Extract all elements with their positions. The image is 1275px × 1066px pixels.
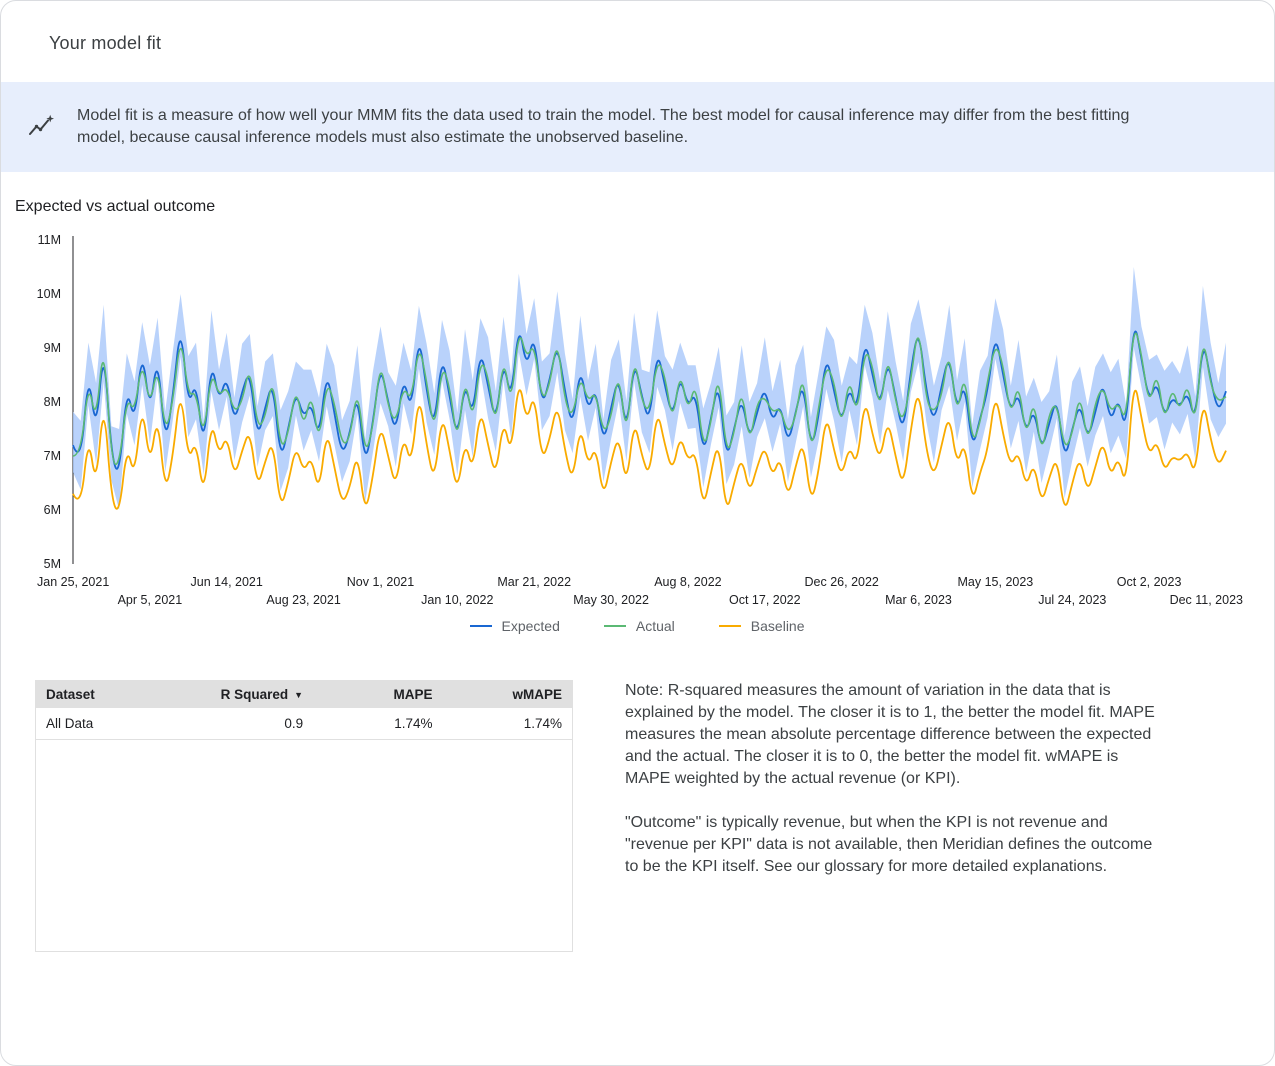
cell-dataset: All Data [36,708,194,740]
svg-text:Aug 23, 2021: Aug 23, 2021 [266,593,340,607]
svg-text:Jan 10, 2022: Jan 10, 2022 [421,593,493,607]
col-header-mape: MAPE [313,681,443,708]
card-header: Your model fit [1,1,1274,82]
info-banner: Model fit is a measure of how well your … [1,82,1274,172]
svg-text:Dec 26, 2022: Dec 26, 2022 [805,575,879,589]
actual-line-swatch [603,624,626,628]
metrics-table: Dataset R Squared ▼ MAPE wMAPE All Data 0… [35,680,573,952]
col-header-r-squared[interactable]: R Squared ▼ [193,681,314,708]
svg-text:Apr 5, 2021: Apr 5, 2021 [118,593,183,607]
chart-legend: Expected Actual Baseline [1,618,1249,634]
svg-text:5M: 5M [44,557,61,571]
note-paragraph-1: Note: R-squared measures the amount of v… [625,682,1155,787]
svg-text:9M: 9M [44,341,61,355]
expected-line-swatch [469,624,492,628]
svg-text:Nov 1, 2021: Nov 1, 2021 [347,575,414,589]
model-fit-chart: 5M 6M 7M 8M 9M 10M 11M Jan 25, 2021 Apr 5, 2021 J… [1,230,1274,614]
col-header-wmape: wMAPE [442,681,572,708]
note-text: Note: R-squared measures the amount of v… [625,680,1165,900]
svg-text:10M: 10M [37,287,61,301]
svg-text:Mar 21, 2022: Mar 21, 2022 [497,575,571,589]
col-header-dataset: Dataset [36,681,194,708]
svg-text:May 15, 2023: May 15, 2023 [958,575,1034,589]
cell-mape: 1.74% [313,708,443,740]
legend-item-expected: Expected [469,618,560,634]
cell-r-squared: 0.9 [193,708,314,740]
bottom-row: Dataset R Squared ▼ MAPE wMAPE All Data 0… [35,680,1274,952]
legend-item-baseline: Baseline [718,618,805,634]
baseline-line-swatch [718,624,741,628]
legend-label-actual: Actual [635,618,675,634]
svg-text:11M: 11M [38,233,61,247]
legend-label-expected: Expected [501,618,560,634]
insights-icon [27,113,55,141]
svg-text:Jun 14, 2021: Jun 14, 2021 [191,575,263,589]
svg-text:Jul 24, 2023: Jul 24, 2023 [1038,593,1106,607]
col-header-r-squared-label: R Squared [220,687,289,702]
svg-text:Oct 17, 2022: Oct 17, 2022 [729,593,801,607]
note-paragraph-2: "Outcome" is typically revenue, but when… [625,814,1153,875]
banner-text: Model fit is a measure of how well your … [77,107,1130,146]
report-content: Expected vs actual outcome 5M 6M 7M 8M 9M 10M… [1,198,1274,952]
svg-text:Oct 2, 2023: Oct 2, 2023 [1117,575,1182,589]
svg-text:May 30, 2022: May 30, 2022 [573,593,649,607]
table-row: All Data 0.9 1.74% 1.74% [36,708,572,740]
svg-text:Mar 6, 2023: Mar 6, 2023 [885,593,952,607]
table-header-row: Dataset R Squared ▼ MAPE wMAPE [36,681,572,708]
svg-text:7M: 7M [44,449,61,463]
svg-text:Aug 8, 2022: Aug 8, 2022 [654,575,721,589]
legend-label-baseline: Baseline [750,618,805,634]
legend-item-actual: Actual [603,618,675,634]
svg-text:Jan 25, 2021: Jan 25, 2021 [37,575,109,589]
svg-text:8M: 8M [44,395,61,409]
cell-wmape: 1.74% [442,708,572,740]
section-title: Expected vs actual outcome [15,198,216,215]
svg-text:6M: 6M [44,503,61,517]
svg-text:Dec 11, 2023: Dec 11, 2023 [1170,593,1243,607]
page-title: Your model fit [49,33,162,53]
sort-descending-icon[interactable]: ▼ [294,690,304,700]
